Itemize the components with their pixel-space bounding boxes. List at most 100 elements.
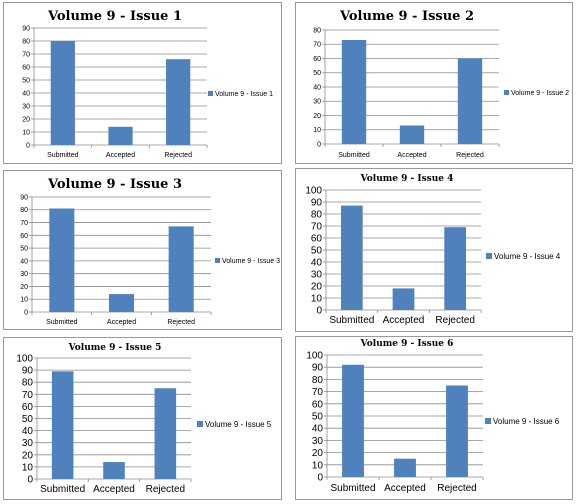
bar-accepted xyxy=(394,458,416,477)
y-tick-label: 50 xyxy=(312,412,324,423)
y-tick-label: 10 xyxy=(22,462,34,473)
y-tick-label: 40 xyxy=(312,424,324,435)
y-tick-label: 30 xyxy=(22,103,30,110)
y-tick-label: 10 xyxy=(20,297,28,304)
chart-panel-issue-5: Volume 9 - Issue 5 0 10 20 30 40 50 60 70 80 90 100… xyxy=(3,337,282,500)
y-tick-label: 0 xyxy=(317,141,321,148)
bar-rejected xyxy=(446,385,468,477)
bar-rejected xyxy=(166,59,191,146)
chart-issue-5: Volume 9 - Issue 5 0 102030405060708090100… xyxy=(16,343,272,495)
y-tick-label: 50 xyxy=(22,77,30,84)
y-tick-label: 60 xyxy=(22,64,30,71)
y-tick-label: 80 xyxy=(311,210,323,221)
y-tick-label: 20 xyxy=(22,450,34,461)
chart-title: Volume 9 - Issue 6 xyxy=(360,339,454,349)
x-tick-label: Rejected xyxy=(456,152,484,159)
x-tick-label: Accepted xyxy=(106,152,135,159)
y-tick-label: 40 xyxy=(22,426,34,437)
bar-submitted xyxy=(342,364,364,477)
bar-submitted xyxy=(50,41,75,145)
x-tick-label: Accepted xyxy=(383,315,425,326)
y-tick-label: 70 xyxy=(313,42,321,49)
y-tick-label: 60 xyxy=(22,402,34,413)
y-tick-label: 0 xyxy=(317,473,323,484)
y-tick-label: 60 xyxy=(312,399,324,410)
chart-title: Volume 9 - Issue 3 xyxy=(47,177,182,192)
y-tick-label: 10 xyxy=(313,127,321,134)
legend-label: Volume 9 - Issue 5 xyxy=(205,420,272,429)
chart-panel-issue-3: Volume 9 - Issue 3 0 10 20 30 40 50 60 70 80 90 Sub… xyxy=(3,170,282,330)
x-tick-label: Rejected xyxy=(167,319,195,326)
bar-rejected xyxy=(444,227,467,310)
x-tick-label: Rejected xyxy=(435,315,474,326)
chart-panel-issue-6: Volume 9 - Issue 6 0 10 20 30 40 50 60 70 80 90 100… xyxy=(295,336,573,500)
chart-issue-3: Volume 9 - Issue 3 0 10 20 30 40 50 60 70 80 90 Sub… xyxy=(20,177,280,326)
bar-rejected xyxy=(154,388,177,479)
legend-label: Volume 9 - Issue 4 xyxy=(494,252,561,261)
x-tick-label: Accepted xyxy=(107,319,136,326)
y-tick-label: 30 xyxy=(312,436,324,447)
legend-swatch xyxy=(215,258,220,263)
legend-swatch xyxy=(197,421,203,427)
legend-swatch xyxy=(208,91,213,96)
y-tick-label: 10 xyxy=(312,460,324,471)
bar-submitted xyxy=(341,39,367,144)
bar-rejected xyxy=(168,226,194,312)
y-tick-label: 40 xyxy=(20,258,28,265)
y-tick-label: 10 xyxy=(311,294,323,305)
x-tick-label: Submitted xyxy=(40,484,85,495)
y-tick-label: 80 xyxy=(313,27,321,34)
x-tick-label: Rejected xyxy=(146,484,185,495)
y-tick-label: 50 xyxy=(311,246,323,257)
y-tick-label: 50 xyxy=(22,414,34,425)
chart-panel-issue-1: Volume 9 - Issue 1 0 10 20 30 40 50 60 70 80 90 Sub… xyxy=(3,2,282,164)
y-tick-label: 50 xyxy=(20,246,28,253)
y-tick-label: 80 xyxy=(20,207,28,214)
chart-issue-2: Volume 9 - Issue 2 0 10 20 30 40 50 60 70 80 Submi… xyxy=(313,9,569,159)
y-tick-label: 40 xyxy=(313,84,321,91)
y-tick-label: 0 xyxy=(26,142,30,149)
y-tick-label: 80 xyxy=(22,38,30,45)
legend-label: Volume 9 - Issue 2 xyxy=(511,90,569,97)
bar-accepted xyxy=(399,125,425,144)
y-tick-label: 30 xyxy=(20,271,28,278)
y-tick-label: 40 xyxy=(22,90,30,97)
x-tick-label: Rejected xyxy=(437,483,476,494)
y-tick-label: 30 xyxy=(311,270,323,281)
y-tick-label: 20 xyxy=(20,284,28,291)
y-tick-label: 100 xyxy=(306,351,323,362)
y-tick-label: 0 xyxy=(24,309,28,316)
x-tick-label: Accepted xyxy=(384,483,426,494)
y-tick-label: 40 xyxy=(311,258,323,269)
y-tick-label: 80 xyxy=(312,375,324,386)
y-tick-label: 10 xyxy=(22,129,30,136)
bar-submitted xyxy=(49,208,75,312)
y-tick-label: 70 xyxy=(22,390,34,401)
chart-title: Volume 9 - Issue 1 xyxy=(47,9,182,24)
bar-submitted xyxy=(51,371,74,479)
y-tick-label: 90 xyxy=(20,194,28,201)
legend-swatch xyxy=(486,253,492,259)
chart-title: Volume 9 - Issue 2 xyxy=(339,9,474,24)
bar-rejected xyxy=(457,58,483,144)
y-tick-label: 90 xyxy=(311,198,323,209)
y-tick-label: 90 xyxy=(312,363,324,374)
chart-title: Volume 9 - Issue 5 xyxy=(68,343,162,353)
y-tick-label: 0 xyxy=(316,306,322,317)
y-tick-label: 50 xyxy=(313,70,321,77)
y-tick-label: 20 xyxy=(22,116,30,123)
x-tick-label: Accepted xyxy=(397,152,426,159)
chart-panel-issue-2: Volume 9 - Issue 2 0 10 20 30 40 50 60 70 80 Submi… xyxy=(295,2,573,164)
chart-issue-4: Volume 9 - Issue 4 0102030405060708090100… xyxy=(305,174,561,326)
y-tick-label: 100 xyxy=(16,354,33,365)
chart-issue-1: Volume 9 - Issue 1 0 10 20 30 40 50 60 70 80 90 Sub… xyxy=(22,9,273,159)
y-tick-label: 20 xyxy=(311,282,323,293)
y-tick-label: 20 xyxy=(312,448,324,459)
y-tick-label: 60 xyxy=(311,234,323,245)
legend-swatch xyxy=(504,90,509,95)
y-tick-label: 60 xyxy=(20,233,28,240)
y-tick-label: 30 xyxy=(313,99,321,106)
x-tick-label: Submitted xyxy=(338,152,370,159)
legend-swatch xyxy=(485,418,491,424)
